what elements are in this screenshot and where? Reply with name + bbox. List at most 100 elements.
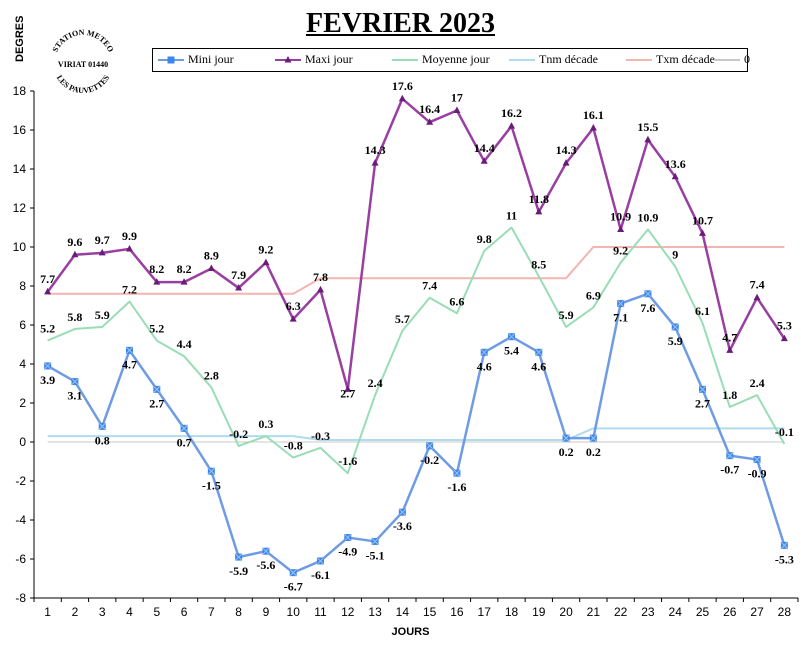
data-label-mini-jour: -1.5 <box>202 478 221 492</box>
data-label-mini-jour: 2.7 <box>695 396 710 410</box>
data-label-maxi-jour: 16.4 <box>419 102 440 116</box>
data-label-mini-jour: 4.6 <box>531 359 546 373</box>
data-label-moyenne-jour: 6.9 <box>586 288 601 302</box>
marker-maxi-jour <box>617 225 625 232</box>
marker-maxi-jour <box>699 229 706 236</box>
legend-label-moyenne-jour: Moyenne jour <box>422 52 490 66</box>
x-tick-label: 2 <box>72 605 79 619</box>
stamp-line-2: VIRIAT 01440 <box>58 60 108 69</box>
data-label-maxi-jour: 8.2 <box>149 262 164 276</box>
data-label-moyenne-jour: 9.8 <box>477 232 492 246</box>
marker-maxi-jour <box>44 287 52 295</box>
marker-mini-jour-cross <box>726 452 734 460</box>
data-label-moyenne-jour: 7.2 <box>122 283 137 297</box>
x-tick-label: 5 <box>153 605 160 619</box>
marker-maxi-jour <box>508 122 515 129</box>
x-tick-label: 27 <box>750 605 764 619</box>
data-label-moyenne-jour: -0.8 <box>284 439 303 453</box>
legend-label-maxi-jour: Maxi jour <box>305 52 353 66</box>
legend-item-moyenne-jour: Moyenne jour <box>391 52 490 67</box>
data-label-moyenne-jour: 10.9 <box>637 210 658 224</box>
legend-label-0: 0 <box>744 52 750 66</box>
marker-mini-jour-cross <box>617 300 624 307</box>
data-label-maxi-jour: 9.9 <box>122 229 137 243</box>
marker-maxi-jour <box>207 264 215 271</box>
x-tick-label: 13 <box>368 605 382 619</box>
marker-mini-jour-cross <box>453 469 461 477</box>
marker-mini-jour-cross <box>426 442 433 450</box>
marker-mini-jour-cross <box>289 569 297 577</box>
y-tick-label: 18 <box>13 84 27 98</box>
data-label-moyenne-jour: 5.2 <box>149 322 164 336</box>
marker-mini-jour-cross <box>590 434 597 442</box>
y-tick-label: 14 <box>13 162 27 176</box>
data-label-moyenne-jour: -0.3 <box>311 429 330 443</box>
x-tick-label: 22 <box>614 605 628 619</box>
data-label-maxi-jour: 7.9 <box>231 268 246 282</box>
marker-maxi-jour <box>235 283 243 291</box>
data-label-maxi-jour: 8.9 <box>204 248 219 262</box>
data-label-mini-jour: 7.6 <box>640 301 655 315</box>
legend-item-txm-decade: Txm décade <box>625 52 715 67</box>
data-label-maxi-jour: 7.4 <box>750 278 765 292</box>
data-label-mini-jour: 3.9 <box>40 373 55 387</box>
marker-maxi-jour <box>180 278 188 285</box>
data-label-moyenne-jour: -0.1 <box>775 425 794 439</box>
x-tick-label: 3 <box>99 605 106 619</box>
legend-item-0: 0 <box>713 52 750 67</box>
series-line-mini-jour <box>47 292 786 574</box>
marker-mini-jour-cross <box>781 541 788 549</box>
data-label-mini-jour: -0.7 <box>720 463 739 477</box>
data-label-maxi-jour: 14.4 <box>474 141 495 155</box>
data-label-maxi-jour: 8.2 <box>177 262 192 276</box>
data-label-mini-jour: -1.6 <box>447 480 466 494</box>
series-line-moyenne-jour <box>47 226 786 475</box>
x-tick-label: 23 <box>641 605 655 619</box>
data-label-moyenne-jour: 2.8 <box>204 368 219 382</box>
marker-maxi-jour <box>480 157 488 164</box>
data-label-mini-jour: 3.1 <box>67 389 82 403</box>
y-tick-label: 8 <box>19 279 26 293</box>
data-label-maxi-jour: 16.1 <box>583 108 604 122</box>
marker-maxi-jour <box>671 172 679 180</box>
data-label-maxi-jour: 17.6 <box>392 79 413 93</box>
y-tick-label: -6 <box>15 552 26 566</box>
x-axis-label: JOURS <box>391 626 430 638</box>
x-tick-label: 17 <box>478 605 492 619</box>
data-label-maxi-jour: 10.7 <box>692 213 713 227</box>
data-label-maxi-jour: 13.6 <box>665 157 686 171</box>
marker-maxi-jour <box>317 285 324 293</box>
data-label-maxi-jour: 17 <box>451 91 463 105</box>
y-tick-label: 2 <box>19 396 26 410</box>
legend-swatch-maxi-jour <box>275 55 301 62</box>
data-label-mini-jour: -0.2 <box>420 453 439 467</box>
marker-maxi-jour <box>589 124 597 131</box>
data-label-mini-jour: 7.1 <box>613 311 628 325</box>
y-tick-label: 4 <box>19 357 26 371</box>
data-label-mini-jour: -5.6 <box>256 558 275 572</box>
data-label-maxi-jour: 4.7 <box>722 330 737 344</box>
x-tick-label: 6 <box>181 605 188 619</box>
y-tick-label: -8 <box>15 591 26 605</box>
marker-mini-jour-cross <box>153 385 161 393</box>
y-tick-label: 10 <box>13 240 27 254</box>
marker-maxi-jour <box>262 258 270 266</box>
marker-mini-jour-cross <box>317 557 324 565</box>
marker-mini-jour-cross <box>671 323 679 331</box>
legend-swatch-0 <box>714 58 740 61</box>
marker-maxi-jour <box>126 244 133 252</box>
data-label-mini-jour: 5.9 <box>668 334 683 348</box>
data-label-mini-jour: -0.9 <box>748 467 767 481</box>
data-label-maxi-jour: 11.8 <box>529 192 549 206</box>
legend-swatch-mini-jour <box>158 56 184 63</box>
data-label-mini-jour: 0.7 <box>177 435 192 449</box>
data-label-moyenne-jour: 6.6 <box>449 294 464 308</box>
marker-maxi-jour <box>344 385 352 392</box>
x-tick-label: 9 <box>263 605 270 619</box>
data-label-mini-jour: 5.4 <box>504 344 519 358</box>
legend-label-txm-decade: Txm décade <box>656 52 715 66</box>
x-tick-label: 11 <box>314 605 327 619</box>
station-stamp-logo: STATION METEO VIRIAT 01440 LES PAUVETTES <box>51 28 116 95</box>
data-label-moyenne-jour: 5.8 <box>67 310 82 324</box>
marker-mini-jour-cross <box>644 290 652 298</box>
